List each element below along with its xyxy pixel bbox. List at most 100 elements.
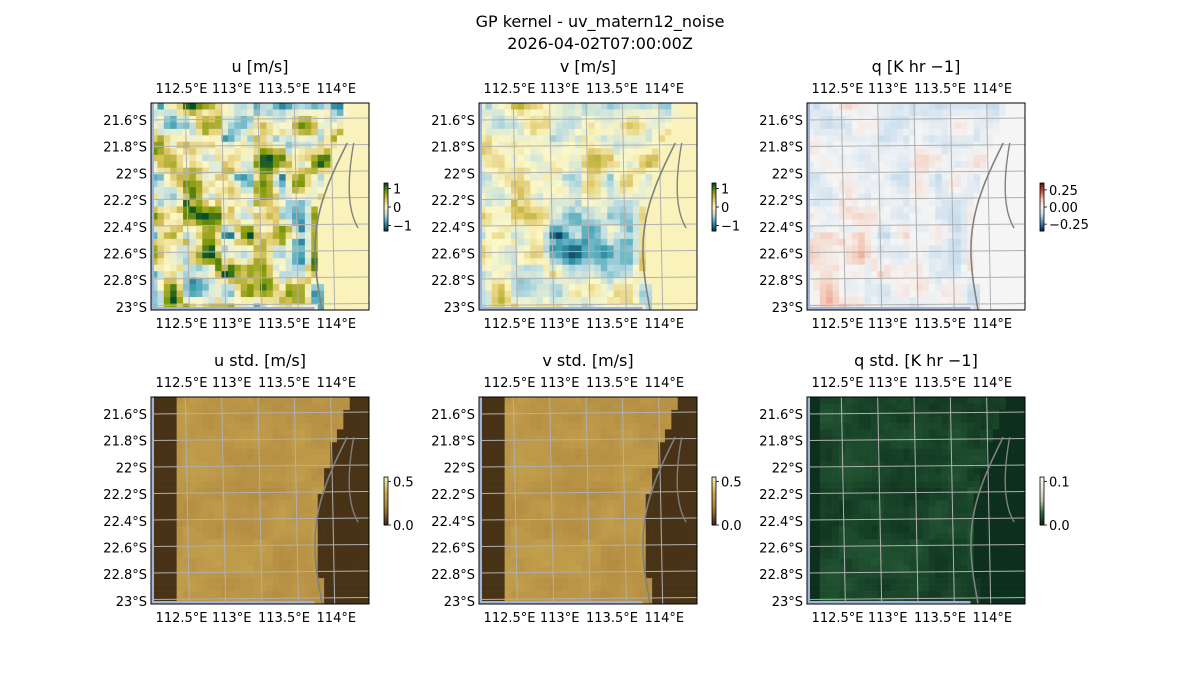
heat-cell: [221, 219, 229, 227]
heat-cell: [266, 455, 274, 462]
heat-cell: [183, 416, 190, 424]
heat-cell: [549, 206, 557, 214]
heat-cell: [183, 212, 190, 220]
heat-cell: [170, 519, 177, 527]
heat-cell: [607, 219, 614, 227]
heat-cell: [343, 403, 351, 411]
heat-cell: [903, 154, 910, 162]
figure-title: GP kernel - uv_matern12_noise: [475, 12, 725, 31]
heat-cell: [575, 148, 582, 156]
heat-cell: [980, 135, 987, 143]
heat-cell: [690, 435, 698, 443]
heat-cell: [227, 461, 235, 469]
heat-cell: [247, 180, 254, 188]
heat-cell: [157, 468, 165, 475]
heat-cell: [195, 500, 203, 508]
heat-cell: [189, 526, 197, 534]
heat-cell: [851, 174, 859, 181]
heat-cell: [221, 200, 229, 207]
heat-cell: [195, 135, 203, 143]
heat-cell: [208, 500, 216, 508]
heat-cell: [170, 565, 177, 572]
heat-cell: [664, 403, 672, 411]
heat-cell: [279, 500, 286, 508]
heat-cell: [202, 584, 209, 592]
heat-cell: [575, 290, 582, 298]
heat-cell: [555, 277, 563, 285]
ocean-edge-left: [151, 103, 154, 310]
heat-cell: [652, 403, 659, 411]
heat-cell: [677, 429, 685, 437]
heat-cell: [349, 277, 357, 285]
meridian-line: [986, 102, 992, 311]
heat-cell: [343, 597, 351, 605]
heat-cell: [922, 193, 930, 201]
heat-cell: [600, 251, 608, 259]
heat-cell: [183, 271, 190, 278]
heat-cell: [980, 128, 987, 136]
heat-cell: [626, 212, 634, 220]
heat-cell: [272, 128, 280, 136]
heat-cell: [343, 297, 351, 304]
heat-cell: [536, 277, 544, 285]
heat-cell: [594, 403, 602, 411]
heat-cell: [253, 200, 261, 207]
heat-cell: [530, 128, 537, 136]
heat-cell: [157, 135, 165, 143]
heat-cell: [877, 128, 885, 136]
heat-cell: [639, 422, 646, 430]
heat-cell: [903, 200, 910, 207]
heat-cell: [176, 532, 184, 540]
heat-cell: [485, 416, 493, 424]
heat-cell: [632, 264, 640, 272]
heat-cell: [877, 180, 885, 188]
heat-cell: [485, 167, 493, 175]
heat-cell: [877, 135, 885, 143]
heat-cell: [960, 193, 968, 201]
heat-cell: [851, 109, 859, 117]
heat-cell: [234, 122, 242, 130]
heat-cell: [581, 245, 589, 253]
heat-cell: [639, 297, 646, 304]
heat-cell: [498, 206, 505, 214]
heat-cell: [247, 277, 254, 285]
heat-cell: [992, 148, 1000, 156]
heat-cell: [890, 212, 898, 220]
heat-cell: [575, 103, 582, 110]
heat-cell: [832, 141, 840, 149]
parallel-line: [806, 276, 1026, 280]
heat-cell: [941, 212, 949, 220]
heat-cell: [491, 167, 499, 175]
heat-cell: [260, 519, 267, 527]
heat-cell: [980, 103, 987, 110]
heat-cell: [960, 290, 968, 298]
heat-cell: [954, 264, 962, 272]
heat-cell: [871, 212, 878, 220]
heat-cell: [349, 115, 357, 123]
heat-cell: [362, 429, 370, 437]
heat-cell: [317, 232, 325, 240]
heat-cell: [543, 174, 550, 181]
heat-cell: [652, 271, 659, 278]
heat-cell: [626, 238, 634, 246]
heat-cell: [639, 174, 646, 181]
heat-cell: [555, 264, 563, 272]
heat-cell: [285, 500, 293, 508]
heat-cell: [202, 264, 209, 272]
heat-cell: [163, 571, 171, 579]
heat-cell: [845, 212, 853, 220]
meridian-line: [658, 102, 664, 311]
heat-cell: [826, 141, 833, 149]
heat-cell: [639, 135, 646, 143]
heat-cell: [1005, 284, 1013, 291]
heat-cell: [1018, 238, 1026, 246]
heat-cell: [356, 258, 363, 266]
heat-cell: [324, 513, 331, 521]
heat-cell: [330, 154, 338, 162]
heat-cell: [549, 174, 557, 181]
heat-cell: [664, 122, 672, 130]
heat-cell: [890, 284, 898, 291]
heat-cell: [234, 206, 242, 214]
heat-cell: [195, 238, 203, 246]
heat-cell: [575, 193, 582, 201]
